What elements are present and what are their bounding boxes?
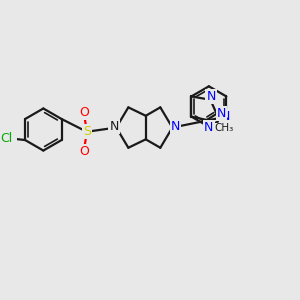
Text: N: N bbox=[217, 107, 226, 120]
Text: Cl: Cl bbox=[0, 132, 12, 145]
Text: O: O bbox=[80, 106, 89, 119]
Text: N: N bbox=[204, 121, 214, 134]
Text: N: N bbox=[206, 91, 216, 103]
Text: N: N bbox=[109, 121, 119, 134]
Text: N: N bbox=[220, 110, 230, 123]
Text: O: O bbox=[80, 145, 89, 158]
Text: CH₃: CH₃ bbox=[214, 123, 233, 134]
Text: S: S bbox=[83, 125, 91, 138]
Text: N: N bbox=[170, 121, 180, 134]
